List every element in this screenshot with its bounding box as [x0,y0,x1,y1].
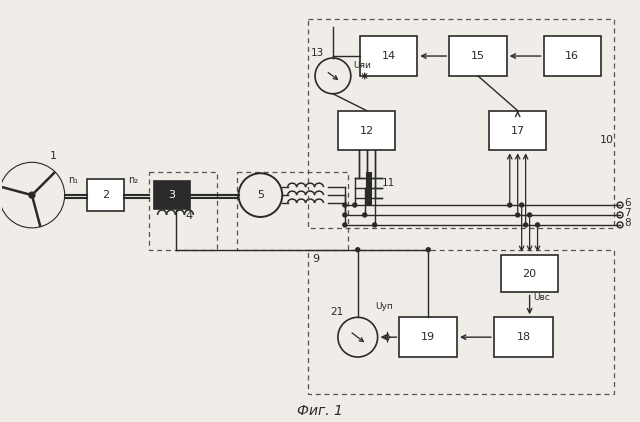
Circle shape [372,223,376,227]
Text: Фиг. 1: Фиг. 1 [297,404,343,418]
Bar [360,36,417,76]
Text: 4: 4 [186,211,193,221]
Text: 11: 11 [381,178,395,188]
Text: 21: 21 [330,307,343,317]
Text: 3: 3 [168,190,175,200]
Circle shape [524,223,527,227]
Circle shape [356,248,360,252]
Text: n₂: n₂ [128,175,138,185]
Text: 5: 5 [257,190,264,200]
Circle shape [353,203,356,207]
Text: 7: 7 [624,208,630,218]
Bar [149,172,217,250]
Bar [237,172,348,250]
Text: 8: 8 [624,218,630,228]
Bar [399,317,457,357]
Bar [308,250,614,394]
Text: 14: 14 [381,51,396,61]
Bar [338,111,396,150]
Circle shape [508,203,512,207]
Text: Uяи: Uяи [353,61,371,70]
Bar [543,36,601,76]
Text: 3: 3 [168,190,175,200]
Circle shape [343,203,347,207]
Text: 9: 9 [312,254,319,264]
Text: 15: 15 [471,51,485,61]
Bar [501,255,559,292]
Bar [308,19,614,228]
Text: 6: 6 [624,198,630,208]
Text: 10: 10 [600,135,614,146]
Text: 17: 17 [511,125,525,135]
Text: 2: 2 [102,190,109,200]
Circle shape [343,213,347,217]
Text: Uвс: Uвс [534,293,550,303]
Bar [489,111,547,150]
Circle shape [343,223,347,227]
Bar [154,181,190,209]
Text: 19: 19 [421,332,435,342]
Circle shape [516,213,520,217]
Text: 18: 18 [516,332,531,342]
Circle shape [426,248,430,252]
Bar [449,36,507,76]
Circle shape [520,203,524,207]
Text: 1: 1 [50,151,57,161]
Text: 12: 12 [360,125,374,135]
Text: 13: 13 [311,48,324,58]
Circle shape [527,213,532,217]
Bar [494,317,554,357]
Text: n₁: n₁ [68,175,78,185]
Circle shape [363,213,367,217]
Bar [86,179,124,211]
Circle shape [29,192,35,198]
Text: 20: 20 [522,268,537,279]
Text: 16: 16 [565,51,579,61]
Text: Uуп: Uуп [376,302,394,311]
Circle shape [536,223,540,227]
